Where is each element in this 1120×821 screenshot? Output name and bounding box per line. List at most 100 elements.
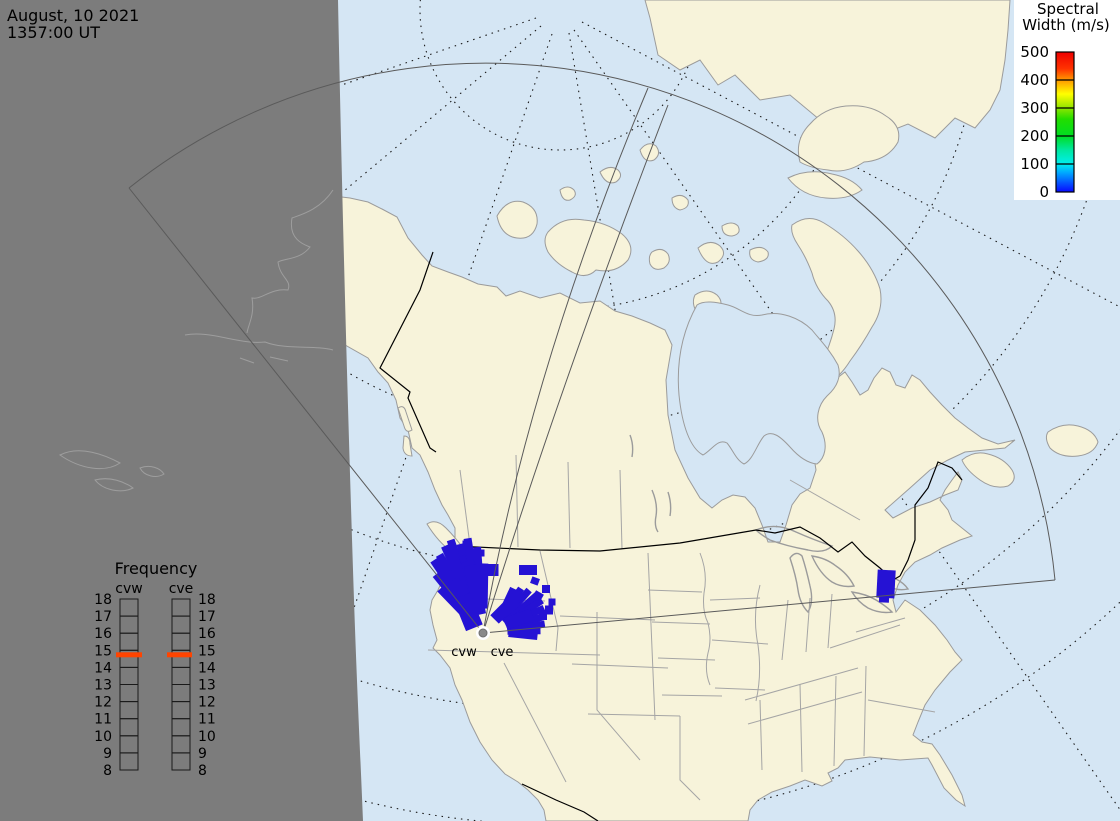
small-island-1 bbox=[559, 186, 576, 201]
freq-tick-label: 14 bbox=[94, 660, 112, 676]
echo-cell bbox=[545, 605, 553, 615]
colorbar-gradient-bar bbox=[1055, 51, 1075, 193]
echo-cell bbox=[453, 567, 461, 575]
echo-cell bbox=[470, 553, 476, 559]
echo-cell bbox=[539, 610, 547, 620]
echo-cell bbox=[530, 576, 540, 586]
freq-tick-label: 10 bbox=[198, 729, 216, 745]
lake-superior bbox=[754, 525, 834, 553]
freq-tick-label: 9 bbox=[103, 746, 112, 762]
echo-cell bbox=[462, 540, 472, 550]
colorbar-tick-label: 100 bbox=[1020, 155, 1049, 173]
freq-tick-label: 8 bbox=[103, 763, 112, 779]
freq-tick-label: 18 bbox=[198, 592, 216, 608]
freq-tick-label: 11 bbox=[94, 712, 112, 728]
echo-cell bbox=[532, 590, 544, 602]
radar-fov bbox=[128, 62, 1056, 634]
freq-tick-label: 17 bbox=[94, 609, 112, 625]
echo-cell bbox=[519, 565, 537, 575]
banks-island bbox=[496, 200, 538, 239]
freq-tick-label: 8 bbox=[198, 763, 207, 779]
colorbar-title-line2: Width (m/s) bbox=[1022, 16, 1110, 34]
lake-huron bbox=[810, 555, 856, 588]
echo-cell bbox=[508, 630, 538, 640]
frequency-col-label-cvw: cvw bbox=[115, 581, 142, 597]
freq-tick-label: 15 bbox=[198, 643, 216, 659]
echo-cell bbox=[542, 585, 550, 593]
map-label-cve: cve bbox=[491, 645, 514, 660]
colorbar-tick-label: 200 bbox=[1020, 127, 1049, 145]
freq-tick-label: 18 bbox=[94, 592, 112, 608]
state-borders bbox=[427, 454, 936, 801]
freq-tick-label: 13 bbox=[94, 678, 112, 694]
freq-tick-label: 14 bbox=[198, 660, 216, 676]
night-coast-outlines bbox=[59, 189, 334, 492]
fov-mid-edge-cvw bbox=[482, 87, 649, 634]
lake-michigan bbox=[789, 552, 813, 614]
frequency-title: Frequency bbox=[115, 559, 198, 578]
colorbar-tick-label: 400 bbox=[1020, 71, 1049, 89]
king-william-island bbox=[648, 248, 670, 270]
freq-tick-label: 9 bbox=[198, 746, 207, 762]
devon-island bbox=[787, 171, 863, 199]
radar-site-dot bbox=[478, 628, 488, 638]
small-island-2 bbox=[599, 166, 622, 184]
freq-tick-label: 16 bbox=[94, 626, 112, 642]
haida-gwaii bbox=[397, 406, 413, 457]
colorbar-tick-label: 300 bbox=[1020, 99, 1049, 117]
echo-cell bbox=[503, 608, 535, 630]
echo-cell bbox=[447, 556, 457, 566]
us-mexico-border bbox=[521, 783, 599, 821]
fov-right-edge bbox=[482, 579, 1056, 634]
freq-tick-label: 16 bbox=[198, 626, 216, 642]
freq-tick-label: 10 bbox=[94, 729, 112, 745]
nova-scotia bbox=[961, 452, 1015, 488]
freq-tick-label: 17 bbox=[198, 609, 216, 625]
echo-cell bbox=[453, 592, 483, 632]
hudson-bay bbox=[677, 301, 840, 465]
small-island-3 bbox=[639, 143, 660, 162]
small-island-6 bbox=[749, 246, 769, 263]
time-label: 1357:00 UT bbox=[7, 23, 100, 42]
colorbar-title-line1: Spectral bbox=[1037, 0, 1099, 18]
national-borders bbox=[379, 251, 963, 821]
echo-cell bbox=[548, 598, 556, 606]
colorbar-tick-label: 500 bbox=[1020, 43, 1049, 61]
map-label-cvw: cvw bbox=[451, 645, 477, 660]
ellesmere-island bbox=[797, 105, 900, 172]
terminator-shadow bbox=[0, 0, 363, 821]
echo-cell bbox=[463, 556, 473, 566]
echo-cell bbox=[876, 569, 896, 599]
colorbar-panel: Spectral Width (m/s) 500 400 300 200 100 0 bbox=[1014, 0, 1120, 201]
freq-active-marker-cve bbox=[167, 652, 192, 658]
echo-layer bbox=[430, 537, 896, 640]
echo-cell bbox=[474, 575, 482, 583]
echo-cell bbox=[878, 597, 890, 603]
maine-border bbox=[899, 461, 963, 577]
frequency-panel: Frequency cvw cve 1817161514131211109818… bbox=[94, 559, 216, 779]
fov-left-edge bbox=[128, 187, 484, 634]
date-label: August, 10 2021 bbox=[7, 6, 139, 25]
echo-cell bbox=[477, 549, 485, 557]
freq-tick-label: 15 bbox=[94, 643, 112, 659]
echo-cell bbox=[463, 564, 487, 616]
freq-tick-label: 12 bbox=[94, 695, 112, 711]
freq-tick-label: 11 bbox=[198, 712, 216, 728]
newfoundland bbox=[1045, 424, 1099, 457]
echo-cell bbox=[458, 554, 468, 564]
small-island-5 bbox=[721, 222, 740, 237]
lake-winnipeg bbox=[629, 434, 672, 533]
freq-tick-label: 13 bbox=[198, 678, 216, 694]
freq-active-marker-cvw bbox=[116, 652, 142, 658]
freq-cell bbox=[171, 752, 191, 771]
frequency-col-label-cve: cve bbox=[169, 581, 194, 597]
fov-mid-edge-cve bbox=[482, 104, 669, 634]
alaska-bc-border bbox=[379, 251, 437, 453]
freq-cell bbox=[119, 752, 139, 771]
prince-of-wales-island bbox=[697, 242, 724, 264]
us-canada-border bbox=[454, 526, 901, 581]
small-island-4 bbox=[671, 194, 689, 211]
